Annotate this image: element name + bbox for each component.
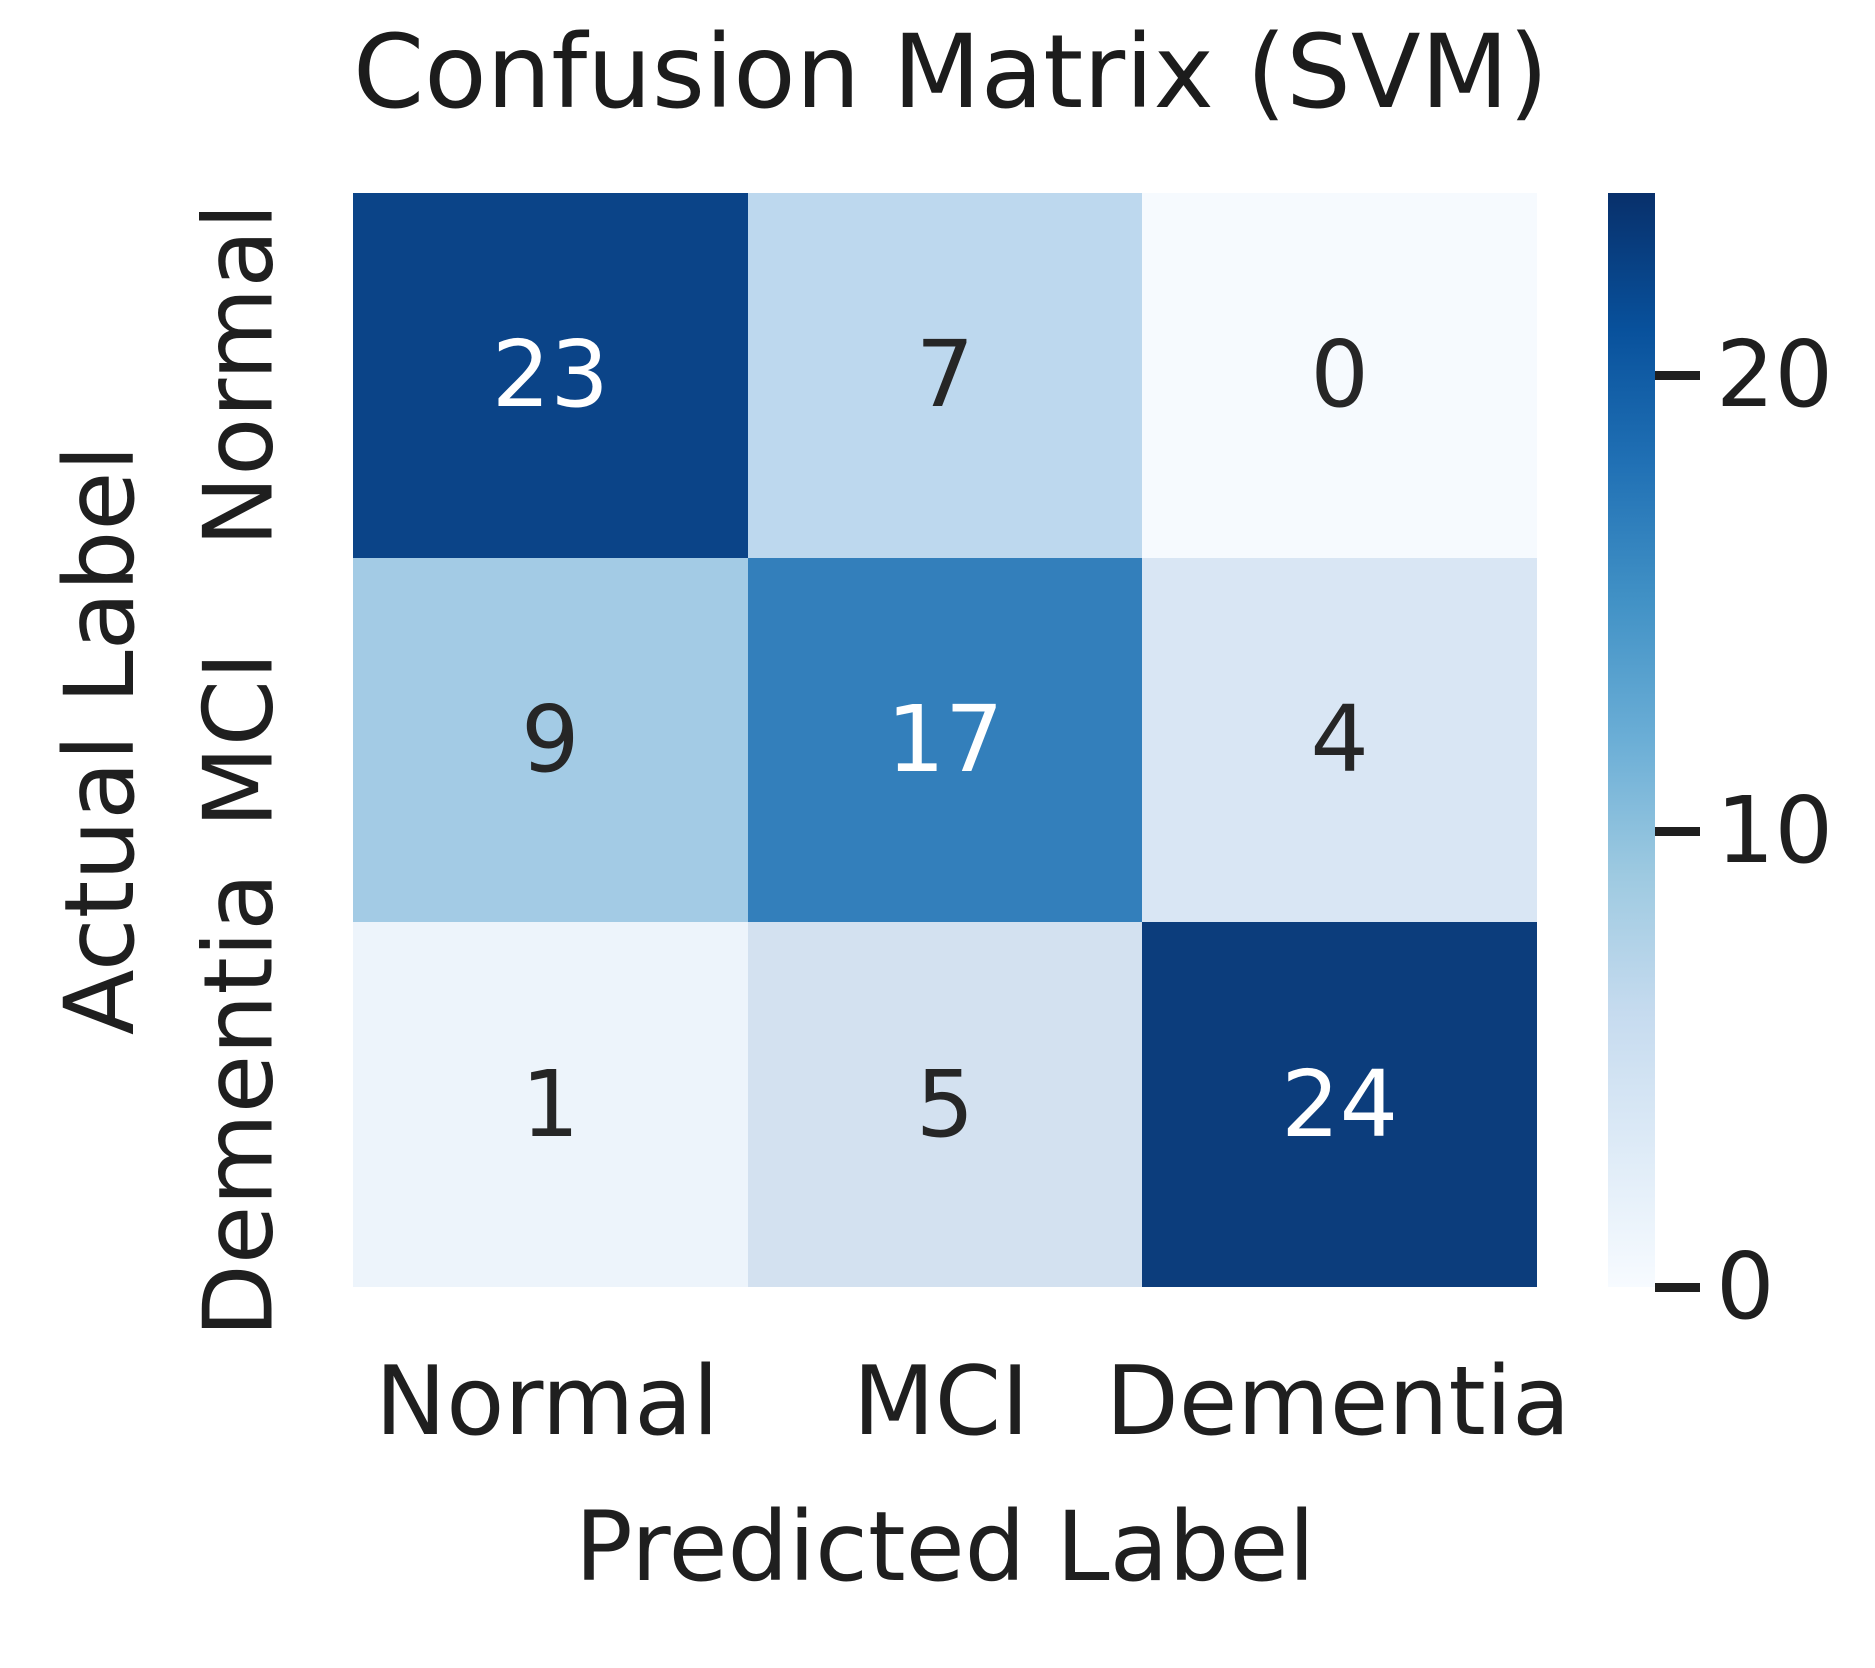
y-tick-normal: Normal [184, 203, 295, 547]
confusion-matrix-heatmap: 23 7 0 9 17 4 1 5 24 [353, 193, 1537, 1287]
colorbar-tick: 0 [1655, 1241, 1775, 1333]
matrix-cell: 23 [353, 193, 748, 558]
matrix-cell: 9 [353, 557, 748, 923]
colorbar [1608, 193, 1655, 1287]
colorbar-tick-mark [1655, 1282, 1700, 1292]
colorbar-tick-label: 0 [1716, 1233, 1775, 1340]
matrix-cell: 17 [747, 557, 1143, 923]
colorbar-ticks: 20 10 0 [1608, 193, 1833, 1333]
y-tick-mci: MCI [184, 651, 295, 829]
colorbar-tick-mark [1655, 826, 1700, 836]
colorbar-tick-label: 20 [1716, 321, 1834, 429]
colorbar-tick: 10 [1655, 785, 1833, 877]
y-tick-dementia: Dementia [184, 872, 295, 1338]
chart-title: Confusion Matrix (SVM) [353, 13, 1549, 132]
matrix-cell: 1 [353, 922, 748, 1287]
matrix-cell: 7 [747, 193, 1143, 558]
colorbar-tick-mark [1655, 370, 1700, 380]
matrix-cell: 5 [747, 922, 1143, 1287]
matrix-cell: 24 [1142, 922, 1537, 1287]
colorbar-tick: 20 [1655, 329, 1833, 421]
y-axis-label: Actual Label [44, 444, 156, 1036]
x-axis-label: Predicted Label [574, 1491, 1316, 1603]
matrix-cell: 4 [1142, 557, 1537, 923]
matrix-cell: 0 [1142, 193, 1537, 558]
colorbar-tick-label: 10 [1716, 777, 1834, 885]
x-tick-normal: Normal [375, 1347, 719, 1457]
x-tick-dementia: Dementia [1105, 1347, 1571, 1457]
x-tick-mci: MCI [852, 1347, 1030, 1457]
